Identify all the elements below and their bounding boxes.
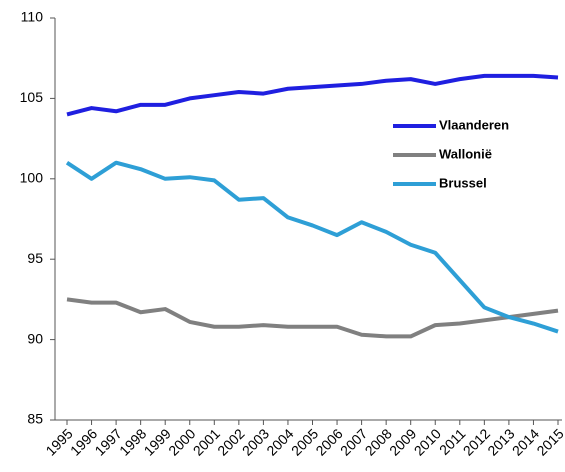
x-tick-label: 2000 — [165, 425, 198, 458]
line-series — [66, 297, 559, 339]
x-tick-label: 2003 — [239, 425, 272, 458]
x-tick-label: 2008 — [362, 425, 395, 458]
x-tick-label: 1995 — [42, 425, 75, 458]
x-tick-label: 2011 — [436, 425, 469, 458]
x-tick-label: 2007 — [337, 425, 370, 458]
x-tick-label: 2001 — [190, 425, 223, 458]
x-tick-label: 2002 — [214, 425, 247, 458]
line-series — [66, 73, 559, 117]
legend-label: Vlaanderen — [439, 117, 509, 132]
y-tick-label: 90 — [27, 330, 43, 346]
y-tick-label: 85 — [27, 411, 43, 427]
x-tick-label: 1997 — [91, 425, 124, 458]
legend-label: Wallonië — [439, 146, 492, 161]
x-tick-label: 2013 — [484, 425, 517, 458]
x-tick-label: 2012 — [460, 425, 493, 458]
x-tick-label: 2010 — [411, 425, 444, 458]
x-tick-label: 1996 — [67, 425, 100, 458]
x-tick-label: 2015 — [533, 425, 565, 458]
x-tick-label: 2009 — [386, 425, 419, 458]
y-tick-label: 100 — [20, 170, 44, 186]
y-tick-label: 105 — [20, 89, 44, 105]
x-tick-label: 2014 — [509, 425, 542, 458]
x-tick-label: 1999 — [141, 425, 174, 458]
line-series — [65, 160, 559, 334]
x-tick-label: 2006 — [312, 425, 345, 458]
y-tick-label: 95 — [27, 250, 43, 266]
x-tick-label: 2004 — [263, 425, 296, 458]
x-tick-label: 1998 — [116, 425, 149, 458]
legend-label: Brussel — [439, 175, 487, 190]
y-tick-label: 110 — [21, 9, 44, 25]
x-tick-label: 2005 — [288, 425, 321, 458]
